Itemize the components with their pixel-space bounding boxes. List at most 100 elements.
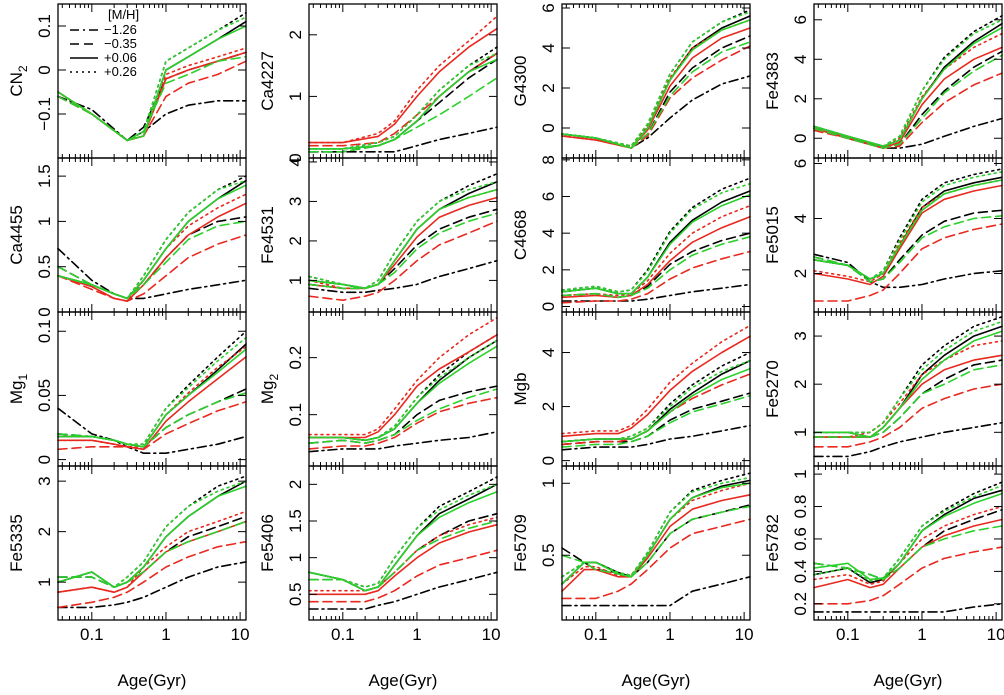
panel-14-series-green-solid <box>308 490 498 592</box>
panel-8-series-red-dotted <box>813 179 1003 283</box>
panel-10-series-red-dotted <box>308 316 498 436</box>
panel-2-series-black-dashed <box>308 58 498 153</box>
panel-10-ytick-label: 0.2 <box>286 346 305 370</box>
legend-title: [M/H] <box>108 7 139 22</box>
panel-9-frame <box>57 311 247 467</box>
panel-5-series-black-dashdot <box>57 247 247 300</box>
panel-8-ytick-label: 4 <box>791 214 810 223</box>
panel-7-series-red-dashed <box>561 250 751 304</box>
panel-5-ytick-label: 0 <box>35 307 54 316</box>
panel-13-xtick-label: 10 <box>231 625 250 644</box>
panel-16-ylabel: Fe5782 <box>763 514 782 572</box>
panel-8-ytick-label: 6 <box>791 159 810 168</box>
panel-14-series-black-solid <box>308 483 498 592</box>
panel-16-xtick-label: 1 <box>917 625 926 644</box>
panel-4-series-green-dashed <box>813 54 1003 149</box>
panel-15-xtick-label: 10 <box>735 625 754 644</box>
panel-13-series-red-dashed <box>57 540 247 609</box>
panel-2-ytick-label: 0 <box>286 153 305 162</box>
panel-15-series-red-solid <box>561 494 751 592</box>
panel-6-ytick-label: 4 <box>286 157 305 166</box>
panel-8-ylabel: Fe5015 <box>763 206 782 264</box>
legend-label: +0.26 <box>104 64 137 79</box>
panel-14-series-red-solid <box>308 523 498 596</box>
panel-10-ytick-label: 0.1 <box>286 403 305 427</box>
panel-13-ytick-label: 3 <box>35 476 54 485</box>
panel-6-series-red-solid <box>308 196 498 290</box>
panel-2-series-black-dashdot <box>308 126 498 153</box>
panel-9-series-black-dashdot <box>57 407 247 454</box>
panel-2-series-green-dashed <box>308 77 498 153</box>
panel-3-series-red-dashed <box>561 45 751 149</box>
panel-14-ytick-label: 1 <box>286 553 305 562</box>
panel-7-series-green-dotted <box>561 182 751 293</box>
panel-9-ytick-label: 0.1 <box>35 319 54 343</box>
panel-5-ytick-label: 1.5 <box>35 164 54 188</box>
panel-7-series-black-dashdot <box>561 283 751 302</box>
panel-5-ylabel: Ca4455 <box>7 205 26 265</box>
panel-16-ytick-label: 0.8 <box>791 495 810 519</box>
panel-3-series-green-solid <box>561 19 751 149</box>
panel-11-ylabel: Mgb <box>511 372 530 405</box>
panel-1-ytick-label: −0.1 <box>35 97 54 131</box>
panel-16-frame <box>813 465 1003 621</box>
panel-14-series-red-dotted <box>308 516 498 592</box>
panel-4-series-green-dotted <box>813 19 1003 147</box>
panel-2-ytick-label: 2 <box>286 30 305 39</box>
panel-5-frame <box>57 157 247 313</box>
panel-9-ylabel: Mg1 <box>7 374 30 405</box>
panel-11-series-green-dashed <box>561 395 751 448</box>
panel-15-ytick-label: 1 <box>539 479 558 488</box>
panel-1-frame <box>57 3 247 159</box>
panel-11-ytick-label: 4 <box>539 348 558 357</box>
panel-9-series-black-dotted <box>57 330 247 445</box>
panel-9-series-green-dotted <box>57 336 247 445</box>
panel-1-series-red-solid <box>57 51 247 142</box>
panel-1-series-green-solid <box>57 25 247 142</box>
panel-2-series-green-dotted <box>308 52 498 150</box>
panel-12-ylabel: Fe5270 <box>763 360 782 418</box>
panel-11-ytick-label: 0 <box>539 456 558 465</box>
panel-13-ylabel: Fe5335 <box>7 514 26 572</box>
panel-1-series-black-dashed <box>57 51 247 142</box>
panel-14-xtick-label: 1 <box>412 625 421 644</box>
panel-13-series-green-solid <box>57 485 247 588</box>
panel-6-series-red-dashed <box>308 220 498 301</box>
panel-8-ytick-label: 2 <box>791 269 810 278</box>
panel-4-ytick-label: 6 <box>791 15 810 24</box>
panel-15-series-green-dashed <box>561 505 751 578</box>
panel-16-ytick-label: 0.4 <box>791 560 810 584</box>
panel-15-series-black-dashdot <box>561 576 751 607</box>
panel-2-series-black-solid <box>308 52 498 150</box>
panel-12-series-red-dotted <box>813 340 1003 438</box>
panel-9-series-green-solid <box>57 348 247 448</box>
panel-6-frame <box>308 157 498 313</box>
panel-10-series-black-dashdot <box>308 431 498 453</box>
panel-3-series-green-dashed <box>561 41 751 149</box>
panel-10-series-green-dashed <box>308 388 498 444</box>
panel-16-ytick-label: 0.2 <box>791 592 810 616</box>
panel-13-series-green-dotted <box>57 480 247 588</box>
panel-15-series-green-dotted <box>561 476 751 578</box>
panel-7-series-green-dashed <box>561 236 751 299</box>
panel-14-ytick-label: 0.5 <box>286 583 305 607</box>
panel-8-series-black-dashed <box>813 209 1003 283</box>
panel-15-frame <box>561 465 751 621</box>
panel-1-series-green-dashed <box>57 56 247 142</box>
panel-8-series-black-dashdot <box>813 253 1003 289</box>
panel-9-ytick-label: 0 <box>35 455 54 464</box>
panel-13-frame <box>57 465 247 621</box>
panel-16-series-green-dotted <box>813 484 1003 582</box>
panel-12-series-black-dotted <box>813 316 1003 434</box>
panel-3-ytick-label: 4 <box>539 43 558 52</box>
panel-14-frame <box>308 465 498 621</box>
panel-2-ytick-label: 1 <box>286 92 305 101</box>
panel-6-series-green-dashed <box>308 212 498 290</box>
panel-3-series-red-solid <box>561 27 751 149</box>
panel-14-ytick-label: 1.5 <box>286 509 305 533</box>
panel-16-series-black-dashdot <box>813 603 1003 613</box>
panel-2-ylabel: Ca4227 <box>258 51 277 111</box>
panel-14-series-black-dashdot <box>308 571 498 610</box>
panel-10-series-black-dotted <box>308 334 498 442</box>
panel-2-series-red-solid <box>308 27 498 144</box>
